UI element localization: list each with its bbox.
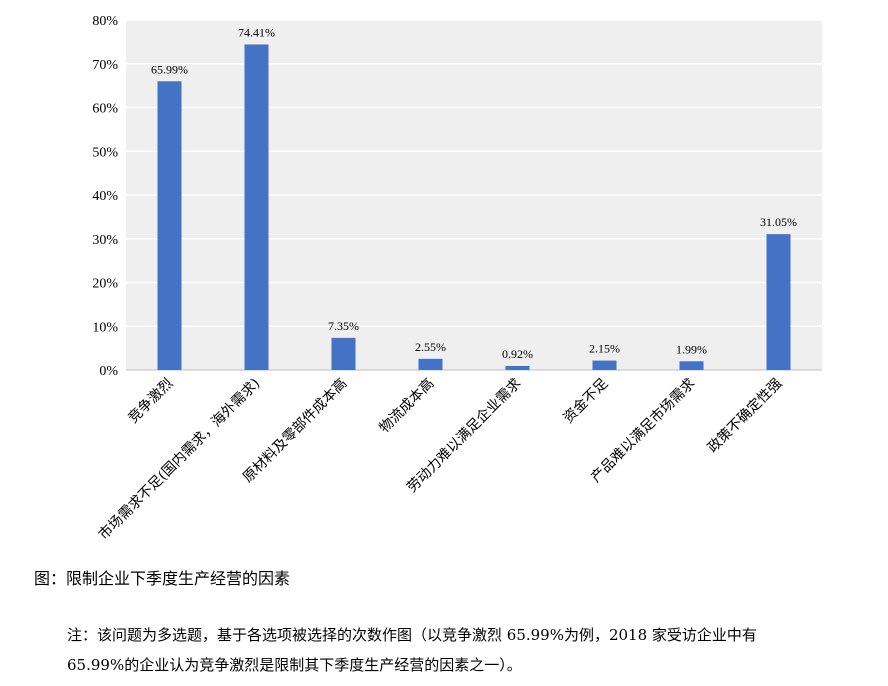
x-tick-label: 市场需求不足(国内需求，海外需求) [95,375,263,543]
y-tick-label: 50% [92,145,118,160]
bar [505,365,530,370]
figure-note-line-2: 65.99%的企业认为竞争激烈是限制其下季度生产经营的因素之一）。 [67,656,522,674]
bar-chart: 0% 10% 20% 30% 40% 50% 60% 70% 80% 65.99% 74.41% 7… [92,14,822,543]
bar [679,361,704,370]
y-tick-label: 70% [92,58,118,73]
x-tick-label: 政策不确定性强 [704,375,785,456]
x-tick-label: 竞争激烈 [125,375,177,427]
figure-note-line-1: 注：该问题为多选题，基于各选项被选择的次数作图（以竞争激烈 65.99%为例，2… [67,626,757,644]
bar-value-label: 0.92% [502,347,533,361]
bar [592,360,617,370]
y-tick-label: 10% [92,320,118,335]
y-tick-label: 20% [92,277,118,292]
bar-value-label: 31.05% [760,215,797,229]
bar [331,337,356,370]
figure-caption: 图：限制企业下季度生产经营的因素 [34,569,291,588]
y-tick-label: 30% [92,233,118,248]
bar [157,81,182,370]
y-tick-label: 40% [92,189,118,204]
bar-value-label: 2.15% [589,342,620,356]
bar-value-label: 65.99% [151,62,188,76]
bar-value-label: 74.41% [238,25,275,39]
x-tick-label: 物流成本高 [376,375,438,437]
bar-value-label: 7.35% [328,319,359,333]
y-tick-label: 80% [92,14,118,29]
bar [244,44,269,371]
bar-value-label: 2.55% [415,340,446,354]
bar [418,358,443,370]
bar [766,234,791,370]
bars [157,44,791,371]
bar-value-label: 1.99% [676,342,707,356]
y-axis-ticks: 0% 10% 20% 30% 40% 50% 60% 70% 80% [92,14,118,379]
y-tick-label: 60% [92,102,118,117]
y-tick-label: 0% [99,364,118,379]
value-labels: 65.99% 74.41% 7.35% 2.55% 0.92% 2.15% 1.99% 31.… [151,25,797,361]
x-tick-label: 资金不足 [560,376,611,427]
gridlines [126,19,822,371]
